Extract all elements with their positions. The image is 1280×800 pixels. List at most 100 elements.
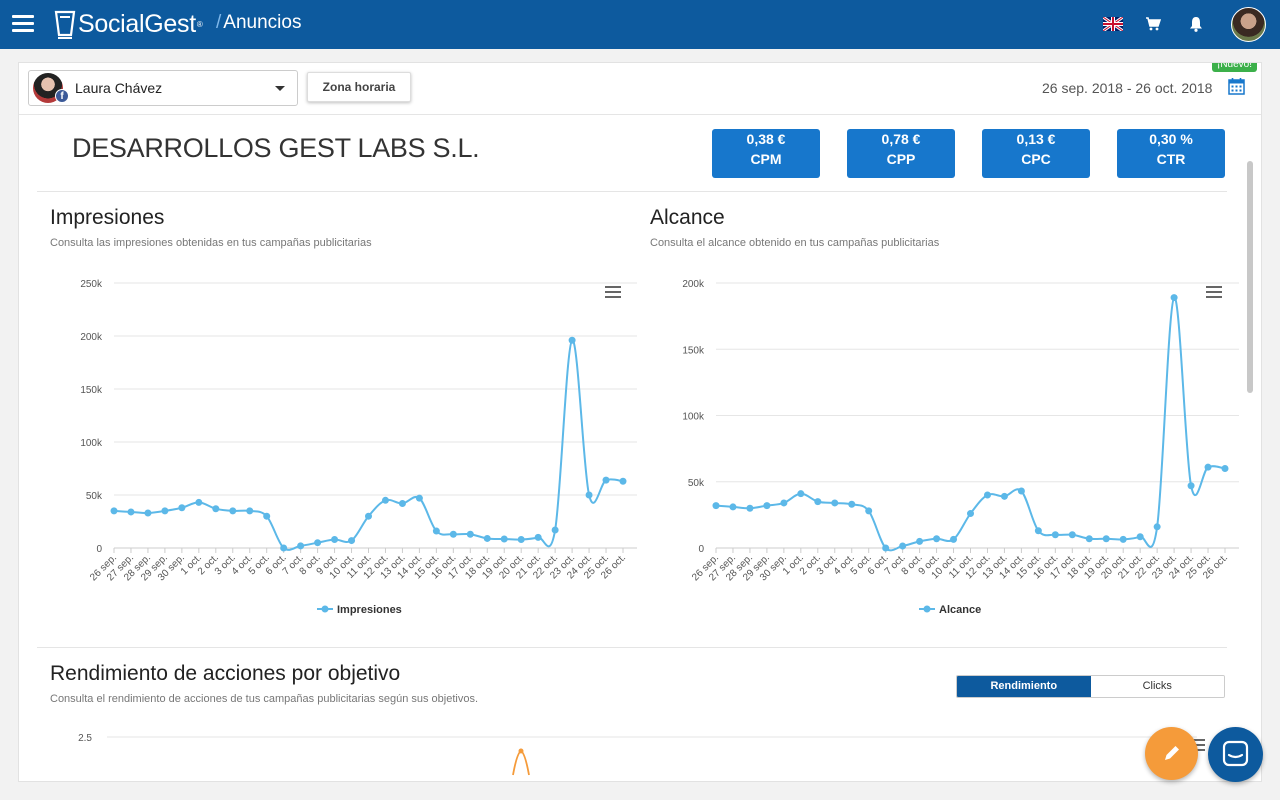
data-point[interactable] [729,503,737,511]
uk-flag-icon[interactable] [1103,17,1123,31]
data-point[interactable] [1000,492,1008,500]
data-point[interactable] [195,498,203,506]
data-point[interactable] [263,512,271,520]
data-point[interactable] [449,530,457,538]
data-point[interactable] [381,496,389,504]
hamburger-menu-icon[interactable] [12,15,34,33]
chat-icon [1222,740,1249,767]
scrollbar[interactable] [1247,161,1253,393]
y-tick-label: 0 [96,544,102,555]
data-point[interactable] [831,499,839,507]
data-point[interactable] [568,336,576,344]
data-point[interactable] [1204,463,1212,471]
data-point[interactable] [585,491,593,499]
logo[interactable]: SocialGest ® [54,8,203,40]
data-point[interactable] [551,526,559,534]
data-point[interactable] [1170,294,1178,302]
data-point[interactable] [246,507,254,515]
brand-name: SocialGest [78,9,196,38]
impresiones-title: Impresiones [50,206,165,229]
metric-cpm: 0,38 € CPM [712,129,820,178]
data-point[interactable] [1102,535,1110,543]
data-point[interactable] [983,491,991,499]
data-point[interactable] [517,536,525,544]
breadcrumb-separator: / [216,12,222,33]
top-bar: SocialGest ® / Anuncios [0,0,1280,49]
metric-ctr: 0,30 % CTR [1117,129,1225,178]
brand-registered: ® [196,19,203,29]
pencil-icon [1165,746,1179,760]
data-point[interactable] [848,500,856,508]
alcance-title: Alcance [650,206,725,229]
data-point[interactable] [212,505,220,513]
account-selector[interactable]: f Laura Chávez [28,70,298,106]
legend-marker-icon [923,605,931,613]
legend-label[interactable]: Alcance [939,604,981,616]
data-point[interactable] [865,507,873,515]
data-point[interactable] [314,539,322,547]
data-point[interactable] [1017,487,1025,495]
data-point[interactable] [1034,527,1042,535]
data-point[interactable] [144,509,152,517]
y-tick-label: 50k [86,491,103,502]
data-point[interactable] [432,527,440,535]
data-point[interactable] [178,504,186,512]
calendar-icon[interactable] [1228,77,1245,95]
data-point[interactable] [297,542,305,550]
user-avatar[interactable] [1231,7,1266,42]
data-point[interactable] [466,530,474,538]
data-point[interactable] [1136,533,1144,541]
data-point[interactable] [882,544,890,552]
impresiones-chart-menu-icon[interactable] [605,286,621,298]
data-point[interactable] [814,498,822,506]
cup-logo-icon [54,10,76,39]
data-point[interactable] [1221,465,1229,472]
data-point[interactable] [746,504,754,512]
data-point[interactable] [483,534,491,542]
data-point[interactable] [763,502,771,510]
data-point[interactable] [1068,531,1076,539]
metric-label: CTR [1156,151,1186,167]
data-point[interactable] [712,502,720,510]
data-point[interactable] [916,537,924,545]
data-point[interactable] [415,494,423,502]
date-range[interactable]: 26 sep. 2018 - 26 oct. 2018 [1042,80,1213,96]
data-point[interactable] [950,535,958,543]
rendimiento-title: Rendimiento de acciones por objetivo [50,662,401,685]
data-point[interactable] [602,476,610,484]
data-point[interactable] [331,536,339,544]
data-point[interactable] [398,499,406,507]
data-point[interactable] [1119,535,1127,543]
data-point[interactable] [780,499,788,507]
data-point[interactable] [534,533,542,541]
tab-rendimiento[interactable]: Rendimiento [957,676,1091,697]
breadcrumb: / Anuncios [216,12,301,34]
data-point[interactable] [280,544,288,552]
data-point[interactable] [619,477,627,485]
data-point[interactable] [229,507,237,515]
bell-icon[interactable] [1189,16,1203,32]
data-point[interactable] [1153,523,1161,531]
data-point[interactable] [1051,531,1059,539]
data-point[interactable] [899,542,907,550]
data-point[interactable] [127,508,135,516]
data-point[interactable] [365,512,372,520]
timezone-button[interactable]: Zona horaria [307,72,411,102]
chat-fab-button[interactable] [1208,727,1263,782]
edit-fab-button[interactable] [1145,727,1198,780]
alcance-chart-menu-icon[interactable] [1206,286,1222,298]
data-point[interactable] [518,748,524,754]
data-point[interactable] [1085,535,1093,543]
data-point[interactable] [1187,482,1195,490]
data-point[interactable] [161,507,169,515]
data-point[interactable] [967,510,974,518]
data-point[interactable] [797,490,805,498]
tab-clicks[interactable]: Clicks [1090,676,1224,697]
data-point[interactable] [110,507,118,515]
data-point[interactable] [500,535,508,543]
cart-icon[interactable] [1145,17,1161,31]
data-point[interactable] [348,537,356,545]
data-point[interactable] [933,535,941,543]
legend-label[interactable]: Impresiones [337,604,402,616]
